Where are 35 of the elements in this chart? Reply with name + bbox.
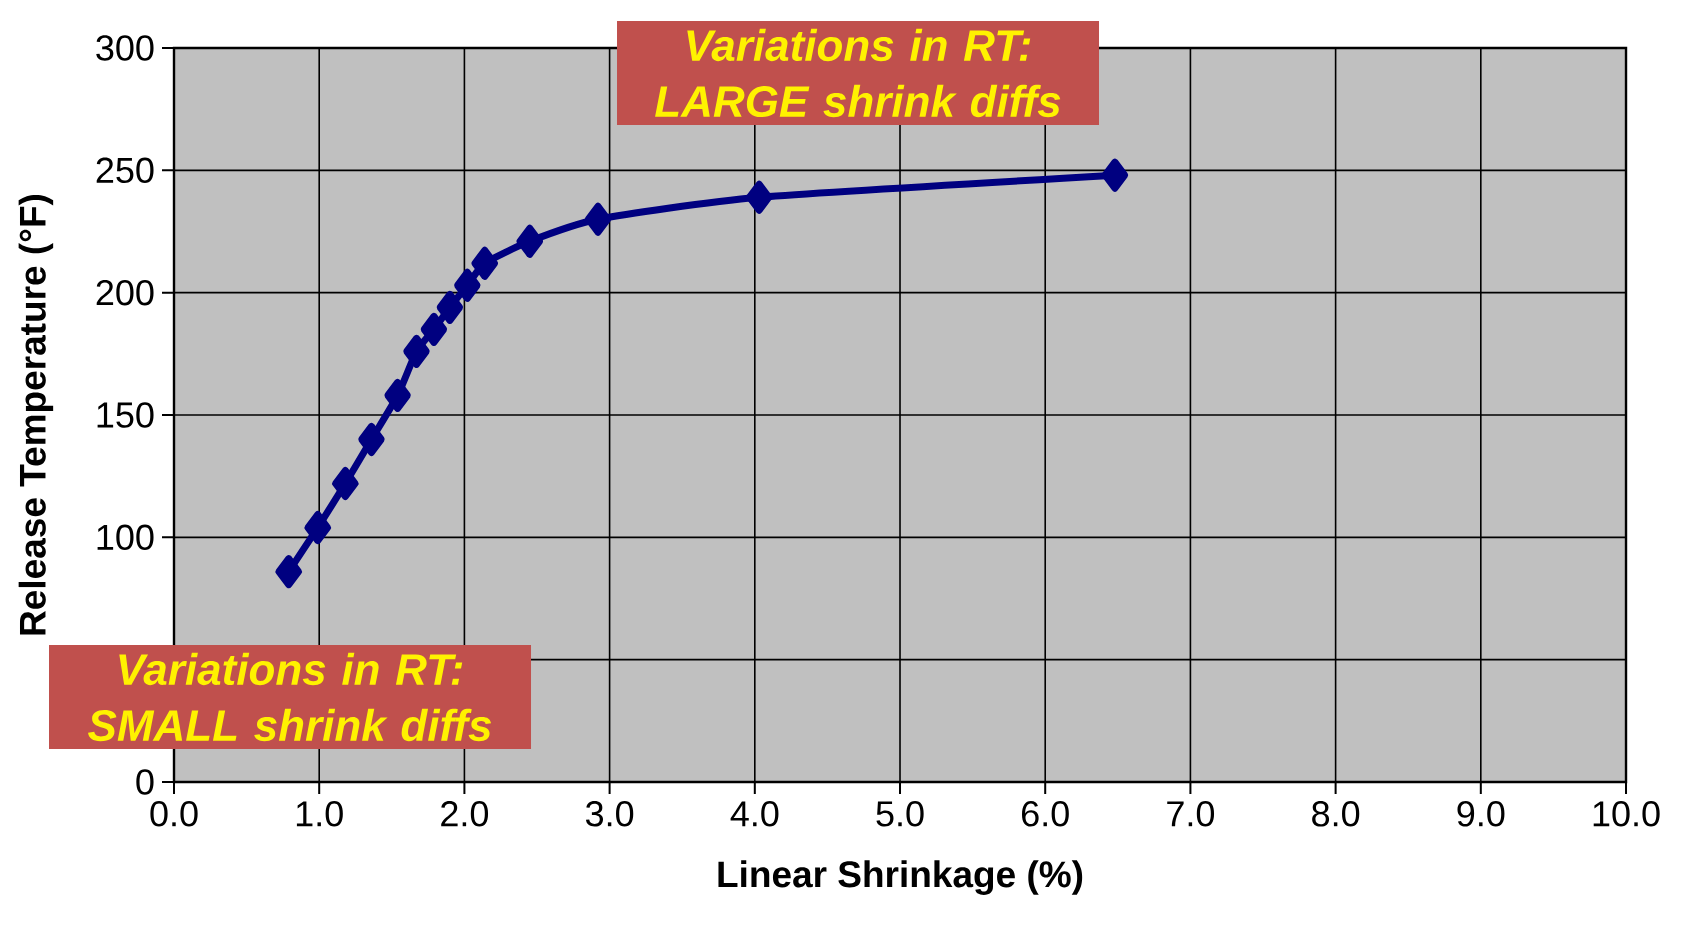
y-axis-title: Release Temperature (°F) — [18, 194, 54, 635]
x-tick-label: 2.0 — [441, 801, 489, 827]
point — [584, 202, 612, 236]
x-tick-label: 5.0 — [876, 801, 924, 827]
point — [454, 268, 481, 302]
x-tick-label: 0.0 — [150, 801, 198, 827]
point — [384, 378, 411, 412]
y-tick-label: 150 — [97, 402, 154, 428]
point — [332, 467, 359, 501]
point — [471, 246, 498, 280]
x-tick-label: 1.0 — [296, 801, 343, 827]
y-tick-label: 300 — [96, 35, 154, 61]
y-tick-label: 100 — [97, 524, 154, 551]
x-tick-label: 6.0 — [1022, 801, 1069, 827]
y-tick-label: 0 — [136, 769, 154, 795]
x-tick-label: 8.0 — [1312, 801, 1360, 827]
annotation: Variations in RT: LARGE shrink diffs — [655, 28, 1061, 118]
point — [420, 312, 448, 346]
point — [436, 290, 464, 324]
y-tick-label: 200 — [96, 279, 154, 306]
x-tick-label: 4.0 — [730, 801, 779, 827]
point — [745, 180, 773, 214]
point — [358, 422, 385, 456]
point — [516, 224, 543, 258]
point — [304, 511, 331, 545]
annotation: Variations in RT: SMALL shrink diffs — [88, 652, 492, 742]
point — [403, 334, 430, 368]
point — [1101, 158, 1129, 192]
x-tick-label: 7.0 — [1167, 801, 1215, 827]
point — [275, 555, 302, 589]
x-tick-label: 3.0 — [585, 801, 634, 827]
x-axis-title: Linear Shrinkage (%) — [718, 860, 1083, 895]
y-tick-label: 250 — [96, 157, 154, 184]
x-tick-label: 9.0 — [1457, 801, 1505, 827]
x-tick-label: 10.0 — [1593, 801, 1660, 827]
